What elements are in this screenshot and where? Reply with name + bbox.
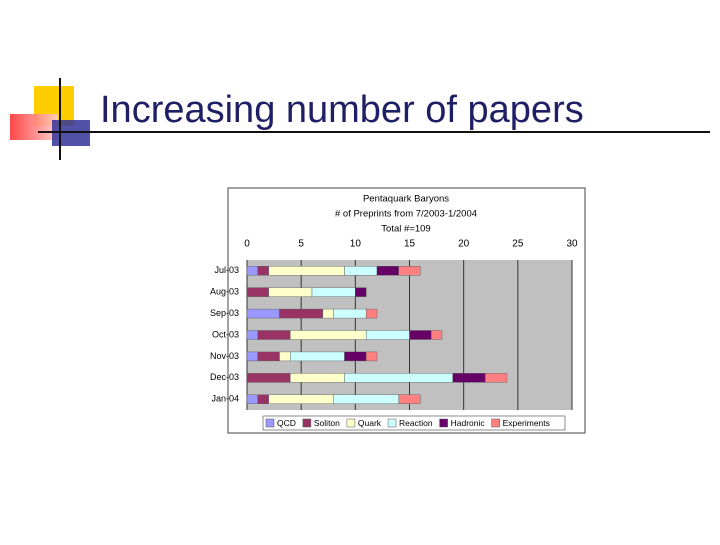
chart-annotation: Total #=109 — [381, 224, 430, 235]
y-tick-label: Sep-03 — [210, 308, 239, 318]
y-tick-label: Oct-03 — [212, 329, 239, 339]
x-tick-label: 30 — [566, 239, 578, 250]
bar-segment — [246, 351, 259, 362]
bar-segment — [333, 308, 367, 319]
legend-box — [262, 415, 566, 431]
y-tick-label: Nov-03 — [210, 351, 239, 361]
x-tick-label: 10 — [350, 239, 362, 250]
y-tick-label: Jul-03 — [214, 265, 239, 275]
bar-segment — [246, 330, 259, 340]
bar-segment — [257, 330, 291, 340]
legend-swatch — [265, 418, 275, 428]
plot: 0 5 10 15 20 25 30 Jul-03 Aug-03 Sep-03 Oct-03 Nov-… — [210, 239, 578, 431]
bar-segment — [409, 330, 432, 340]
x-tick-label: 0 — [244, 239, 250, 250]
x-tick-label: 5 — [298, 239, 304, 250]
deco-square — [10, 114, 58, 140]
legend-swatch — [302, 418, 312, 428]
bar-segment — [246, 287, 269, 297]
bar-segment — [355, 287, 367, 297]
bar-segment — [398, 266, 421, 276]
legend-swatch — [346, 418, 356, 428]
bar-segment — [290, 330, 367, 340]
legend-label: Quark — [358, 418, 382, 428]
legend-label: Soliton — [314, 418, 340, 428]
bar-segment — [246, 394, 259, 404]
slide-title: Increasing number of papers — [100, 89, 584, 131]
bar-segment — [268, 287, 313, 297]
y-tick-label: Dec-03 — [210, 372, 239, 382]
bar-segment — [279, 351, 291, 362]
bar-segment — [268, 394, 334, 404]
legend-label: Hadronic — [451, 418, 486, 428]
bar-segment — [257, 351, 280, 362]
x-tick-label: 15 — [404, 239, 416, 250]
bar-segment — [344, 351, 367, 362]
bar-segment — [333, 394, 399, 404]
bar-segment — [365, 330, 410, 340]
bar-segment — [376, 266, 399, 276]
legend-swatch — [387, 418, 397, 428]
legend-label: Reaction — [399, 418, 433, 428]
bar-segment — [246, 373, 291, 383]
bar-segment — [365, 308, 378, 319]
y-tick-label: Jan-04 — [211, 394, 239, 404]
bar-segment — [398, 394, 421, 404]
legend-swatch — [439, 418, 448, 428]
bar-segment — [257, 394, 269, 404]
bar-segment — [290, 373, 345, 383]
legend-swatch — [491, 418, 500, 428]
legend-label: QCD — [277, 418, 296, 428]
bar-segment — [430, 330, 443, 340]
bar-segment — [268, 266, 345, 276]
y-tick-label: Aug-03 — [210, 287, 239, 297]
x-tick-label: 25 — [512, 239, 524, 250]
bar-segment — [290, 351, 345, 362]
x-tick-label: 20 — [458, 239, 470, 250]
bar-segment — [311, 287, 356, 297]
chart-title: Pentaquark Baryons — [363, 194, 449, 205]
bar-segment — [452, 373, 486, 383]
bar-segment — [322, 308, 334, 319]
bar-segment — [246, 266, 259, 276]
chart-subtitle: # of Preprints from 7/2003-1/2004 — [335, 209, 477, 220]
bar-segment — [485, 373, 508, 383]
bar-segment — [365, 351, 378, 362]
legend-label: Experiments — [503, 418, 550, 428]
bar-segment — [344, 266, 378, 276]
bar-segment — [246, 308, 280, 319]
bar-segment — [344, 373, 454, 383]
bar-segment — [257, 266, 269, 276]
bar-segment — [279, 308, 324, 319]
